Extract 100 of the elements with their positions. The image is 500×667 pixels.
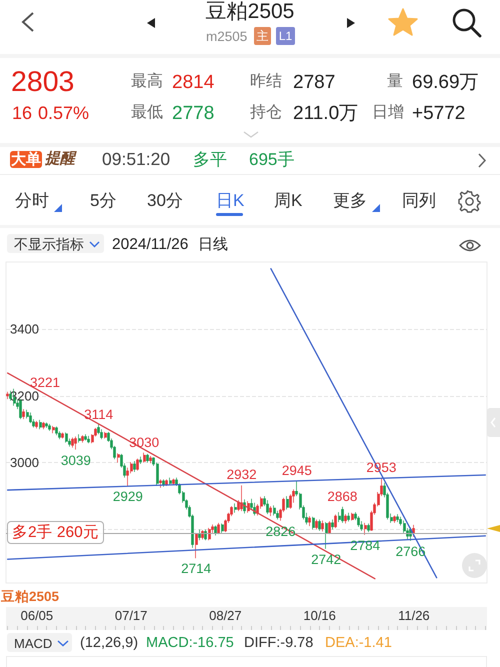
candlestick: [117, 452, 120, 463]
candlestick: [149, 456, 152, 464]
candlestick: [214, 525, 217, 536]
text: 695手: [249, 150, 294, 168]
candlestick: [312, 516, 315, 530]
candlestick: [97, 424, 100, 435]
candlestick: [273, 505, 276, 516]
candlestick: [162, 478, 165, 488]
text: 0.57%: [38, 102, 90, 122]
annotation: 2784: [350, 538, 380, 553]
candlestick: [78, 434, 81, 443]
text: 多平: [193, 150, 227, 169]
text: 分时: [15, 191, 49, 210]
annotation: 3221: [30, 375, 60, 390]
annotation: 2929: [112, 489, 143, 504]
annotation: 3039: [60, 452, 91, 468]
text: 量: [387, 73, 403, 90]
text: 提醒: [45, 150, 75, 167]
text: 持仓: [250, 104, 282, 121]
text: MACD: [14, 636, 52, 651]
candlestick: [6, 391, 9, 400]
text: 最低: [131, 104, 163, 121]
candlestick: [81, 434, 84, 443]
candlestick: [139, 456, 142, 464]
text: 日K: [216, 191, 244, 210]
candlestick: [198, 529, 201, 541]
x-tick-label: 10/16: [303, 608, 336, 623]
candlestick: [367, 523, 370, 533]
text: L1: [276, 27, 295, 45]
y-tick-label: 3400: [10, 321, 39, 336]
candlestick: [26, 409, 29, 419]
x-tick-label: 07/17: [114, 608, 148, 623]
candlestick: [52, 425, 55, 434]
candlestick: [159, 478, 162, 488]
text: 2024/11/26: [112, 236, 188, 252]
annotation: 2868: [327, 488, 358, 504]
text: 不显示指标: [14, 236, 84, 252]
candlestick: [328, 520, 331, 535]
text: 2814: [172, 72, 214, 92]
annotation: 2714: [181, 561, 212, 576]
candlestick: [393, 515, 396, 524]
candlestick: [208, 527, 211, 541]
annotation: 3114: [84, 406, 114, 422]
candlestick: [100, 428, 103, 440]
candlestick: [143, 452, 146, 463]
text: 昨结: [250, 73, 282, 90]
candlestick: [217, 522, 220, 535]
candlestick: [29, 412, 32, 424]
text: 211.0万: [293, 102, 358, 124]
candlestick: [58, 430, 61, 440]
text: 2778: [172, 102, 214, 124]
candlestick: [169, 477, 172, 486]
text: 周K: [274, 191, 302, 210]
chart-title: 豆粕2505: [204, 0, 296, 23]
text: 豆粕2505: [1, 589, 60, 604]
candlestick: [286, 496, 289, 510]
candlestick: [172, 478, 175, 486]
candlestick: [364, 522, 367, 536]
candlestick: [61, 432, 64, 439]
text: 日增: [372, 104, 404, 121]
candlestick: [396, 514, 399, 522]
text: 2787: [293, 72, 336, 92]
text: DIFF:-9.78: [244, 635, 314, 651]
text: (12,26,9): [80, 635, 138, 651]
x-tick-label: 11/26: [398, 608, 430, 623]
text: 大单: [10, 151, 42, 168]
candlestick: [146, 454, 149, 463]
candlestick: [45, 422, 48, 428]
candlestick: [325, 522, 328, 550]
text: 30分: [147, 191, 183, 210]
text: 日线: [198, 236, 228, 253]
annotation: 3030: [129, 434, 160, 450]
candlestick: [266, 500, 269, 514]
candlestick: [104, 432, 107, 439]
candlestick: [74, 436, 77, 450]
candlestick: [357, 516, 360, 528]
text: DEA:-1.41: [325, 635, 392, 651]
text: MACD:-16.75: [146, 635, 234, 651]
candlestick: [55, 426, 58, 436]
candlestick: [195, 532, 198, 559]
x-tick-label: 06/05: [20, 608, 54, 623]
candlestick: [133, 460, 136, 472]
text: 更多: [333, 191, 367, 210]
text: 09:51:20: [102, 148, 170, 168]
candlestick: [22, 408, 25, 420]
candlestick: [48, 423, 51, 432]
candlestick: [87, 436, 90, 444]
chart-subtitle: m2505: [206, 29, 248, 44]
candlestick: [351, 512, 354, 521]
candlestick: [269, 506, 272, 516]
candlestick: [42, 421, 45, 430]
candlestick: [344, 514, 347, 524]
text: 5分: [90, 191, 116, 210]
annotation: 2932: [226, 467, 257, 482]
text: 69.69万: [412, 72, 479, 92]
candlestick: [321, 520, 324, 532]
text: 2803: [11, 66, 74, 98]
candlestick: [165, 478, 168, 486]
candlestick: [308, 516, 311, 527]
text: 最高: [131, 73, 163, 90]
